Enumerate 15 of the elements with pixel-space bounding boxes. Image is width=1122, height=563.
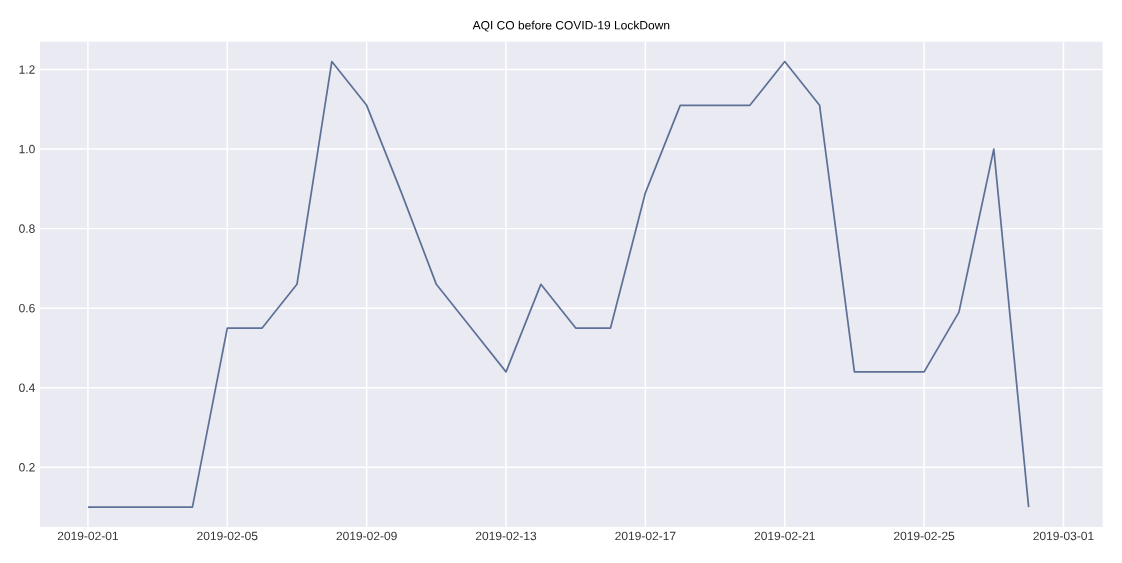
x-tick-label: 2019-02-01 (57, 531, 118, 541)
chart-title: AQI CO before COVID-19 LockDown (472, 20, 670, 32)
x-tick-label: 2019-02-25 (894, 531, 955, 541)
y-tick-label: 1.2 (19, 65, 35, 74)
y-tick-label: 0.8 (19, 224, 35, 233)
x-tick-label: 2019-02-21 (754, 531, 815, 541)
x-tick-label: 2019-02-17 (615, 531, 676, 541)
y-tick-label: 0.6 (19, 303, 35, 313)
x-tick-label: 2019-02-13 (475, 531, 537, 541)
y-tick-label: 0.2 (19, 463, 35, 472)
x-tick-label: 2019-03-01 (1033, 531, 1094, 541)
x-tick-label: 2019-02-09 (336, 531, 397, 541)
x-tick-label: 2019-02-05 (197, 531, 258, 541)
y-tick-label: 1.0 (19, 144, 35, 154)
y-tick-label: 0.4 (19, 383, 35, 393)
